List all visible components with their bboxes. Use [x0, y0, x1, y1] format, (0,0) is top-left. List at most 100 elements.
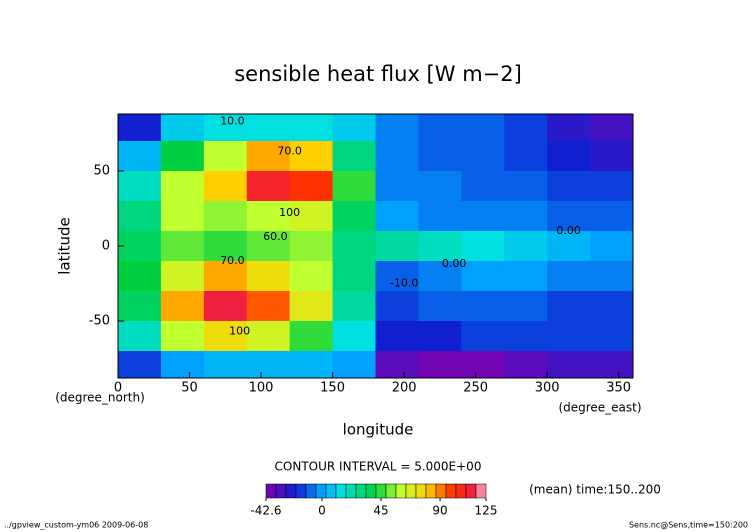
colorbar-cell: [465, 483, 477, 499]
heat-cell: [160, 321, 205, 352]
heat-cell: [160, 291, 205, 322]
y-tick-label: 0: [102, 239, 110, 254]
y-tick-label: -50: [89, 314, 110, 329]
heat-cell: [246, 321, 291, 352]
heat-cell: [547, 291, 591, 322]
heat-cell: [160, 261, 205, 292]
heat-cell: [160, 141, 205, 172]
subtitle: (mean) time:150..200: [529, 483, 661, 497]
colorbar-tick-label: 0: [318, 504, 326, 518]
heat-cell: [118, 261, 162, 292]
heat-cell: [332, 261, 376, 292]
heat-cell: [547, 141, 591, 172]
colorbar-cell: [325, 483, 337, 499]
contour-label: -10.0: [390, 277, 418, 290]
heat-cell: [332, 291, 376, 322]
colorbar-tick-label: 125: [475, 504, 498, 518]
heat-cell: [203, 201, 248, 232]
heat-cell: [203, 351, 248, 379]
heat-cell: [547, 114, 591, 142]
heat-cell: [332, 351, 376, 379]
colorbar-cell: [275, 483, 287, 499]
x-tick-label: 300: [535, 381, 560, 396]
heat-cell: [590, 261, 634, 292]
contour-label: 0.00: [556, 224, 581, 237]
heat-cell: [590, 231, 634, 262]
heat-cell: [375, 351, 419, 379]
heat-cell: [590, 321, 634, 352]
heat-cell: [590, 351, 634, 379]
heat-cell: [160, 171, 205, 202]
colorbar-cell: [445, 483, 457, 499]
x-tick-label: 250: [463, 381, 488, 396]
heat-cell: [375, 201, 419, 232]
heat-cell: [118, 351, 162, 379]
heat-cell: [118, 141, 162, 172]
heat-cell: [160, 351, 205, 379]
heat-cell: [504, 141, 548, 172]
x-tick-label: 0: [114, 381, 122, 396]
heat-cell: [289, 114, 334, 142]
heat-cell: [547, 231, 591, 262]
colorbar-tick-label: 45: [373, 504, 388, 518]
colorbar-cell: [475, 483, 487, 499]
heat-cell: [289, 291, 334, 322]
heat-cell: [418, 351, 462, 379]
x-tick-label: 50: [181, 381, 198, 396]
colorbar-cell: [385, 483, 397, 499]
heat-cell: [418, 114, 462, 142]
heat-cell: [504, 231, 548, 262]
colorbar-cell: [345, 483, 357, 499]
heat-cell: [246, 231, 291, 262]
colorbar-cell: [435, 483, 447, 499]
heat-cell: [203, 261, 248, 292]
heat-cell: [418, 291, 462, 322]
heat-cell: [547, 261, 591, 292]
heat-cell: [203, 141, 248, 172]
contour-label: 0.00: [442, 257, 467, 270]
heat-cell: [332, 114, 376, 142]
heat-cell: [418, 261, 462, 292]
heat-cell: [590, 201, 634, 232]
heat-cell: [289, 351, 334, 379]
colorbar-cell: [425, 483, 437, 499]
heat-cell: [118, 231, 162, 262]
heat-cell: [418, 231, 462, 262]
colorbar-cell: [365, 483, 377, 499]
heat-cell: [289, 321, 334, 352]
heat-cell: [547, 201, 591, 232]
x-tick-label: 150: [320, 381, 345, 396]
colorbar-tick-label: 90: [432, 504, 447, 518]
x-tick-label: 350: [606, 381, 631, 396]
heat-cell: [547, 351, 591, 379]
colorbar-cell: [375, 483, 387, 499]
heat-cell: [461, 201, 505, 232]
colorbar-cell: [295, 483, 307, 499]
chart-title: sensible heat flux [W m−2]: [234, 62, 522, 86]
heat-cell: [547, 321, 591, 352]
x-tick-label: 100: [249, 381, 274, 396]
colorbar-cell: [305, 483, 317, 499]
x-axis-label: longitude: [343, 421, 414, 439]
colorbar-cell: [415, 483, 427, 499]
heat-cell: [289, 261, 334, 292]
heat-cell: [590, 114, 634, 142]
heat-cell: [118, 201, 162, 232]
heat-cell: [246, 351, 291, 379]
heat-cell: [375, 171, 419, 202]
heat-cell: [118, 321, 162, 352]
heat-cell: [246, 291, 291, 322]
heat-cell: [418, 141, 462, 172]
colorbar-cell: [405, 483, 417, 499]
heat-cell: [332, 141, 376, 172]
heat-cell: [590, 171, 634, 202]
heat-cell: [418, 171, 462, 202]
heat-cell: [461, 321, 505, 352]
heat-cell: [504, 291, 548, 322]
heat-cell: [590, 141, 634, 172]
heat-cell: [160, 201, 205, 232]
heat-cell: [332, 321, 376, 352]
heat-cell: [375, 141, 419, 172]
contour-label: 100: [279, 206, 300, 219]
